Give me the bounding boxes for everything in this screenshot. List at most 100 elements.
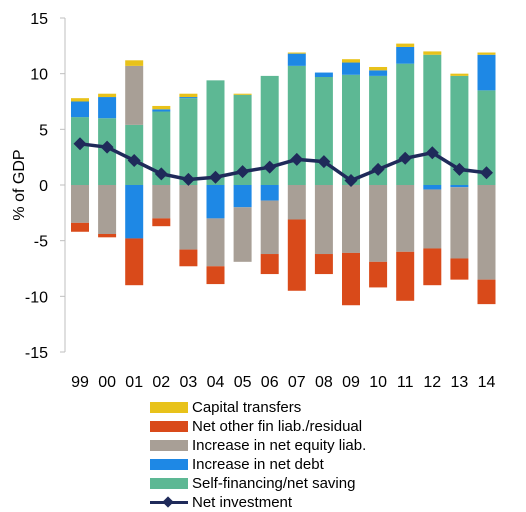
bar-capital-transfers-00 [98, 93, 117, 98]
legend-label: Net other fin liab./residual [192, 418, 363, 435]
bar-self-financing-net-saving-05 [233, 94, 252, 185]
x-tick-label: 11 [397, 374, 414, 391]
x-tick-label: 03 [180, 374, 198, 391]
net-investment-point-10 [371, 162, 385, 176]
bar-increase-in-net-equity-liab-99 [71, 185, 89, 223]
bar-net-other-fin-liab-residual-99 [71, 222, 89, 232]
bar-net-other-fin-liab-residual-13 [450, 258, 469, 280]
legend-swatch [150, 496, 188, 508]
bar-increase-in-net-debt-03 [179, 97, 198, 99]
bar-self-financing-net-saving-10 [369, 75, 388, 185]
net-investment-point-03 [181, 172, 195, 186]
net-investment-point-07 [290, 152, 304, 166]
legend-item: Self-financing/net saving [150, 474, 366, 493]
bar-capital-transfers-01 [125, 60, 144, 66]
bar-increase-in-net-equity-liab-06 [260, 200, 279, 255]
net-investment-point-06 [263, 160, 277, 174]
legend-swatch [150, 478, 188, 489]
x-tick-label: 04 [207, 374, 225, 391]
bar-increase-in-net-debt-08 [314, 72, 333, 78]
x-tick-label: 13 [451, 374, 469, 391]
net-investment-point-99 [73, 137, 87, 151]
legend-item: Net other fin liab./residual [150, 417, 366, 436]
net-investment-point-05 [236, 165, 250, 179]
legend-label: Capital transfers [192, 399, 302, 416]
bar-net-other-fin-liab-residual-00 [98, 233, 117, 238]
bar-net-other-fin-liab-residual-06 [260, 254, 279, 275]
legend-swatch [150, 421, 188, 432]
x-tick-label: 99 [71, 374, 89, 391]
bar-increase-in-net-debt-02 [152, 109, 171, 112]
x-tick-label: 06 [261, 374, 279, 391]
legend-swatch [150, 440, 188, 451]
bar-increase-in-net-equity-liab-08 [314, 185, 333, 255]
bar-net-other-fin-liab-residual-09 [342, 252, 360, 306]
axes-layer [60, 17, 66, 353]
y-tick-label: 0 [39, 178, 48, 195]
y-tick-label: -5 [34, 234, 48, 251]
bar-increase-in-net-equity-liab-07 [287, 185, 306, 220]
net-investment-line [79, 142, 487, 183]
bar-net-other-fin-liab-residual-01 [125, 238, 144, 286]
bar-net-other-fin-liab-residual-02 [152, 218, 171, 227]
net-investment-point-11 [398, 151, 412, 165]
bar-net-other-fin-liab-residual-12 [423, 248, 442, 286]
y-tick-label: 15 [30, 11, 48, 28]
bar-self-financing-net-saving-02 [152, 111, 171, 185]
legend-item: Increase in net debt [150, 455, 366, 474]
bar-net-other-fin-liab-residual-14 [477, 279, 496, 305]
bar-self-financing-net-saving-07 [287, 65, 306, 185]
legend-swatch [150, 459, 188, 470]
legend-item: Increase in net equity liab. [150, 436, 366, 455]
y-axis-title: % of GDP [11, 149, 28, 220]
bar-increase-in-net-debt-00 [98, 97, 117, 119]
bar-increase-in-net-debt-14 [477, 54, 496, 91]
bar-increase-in-net-debt-99 [71, 101, 89, 118]
bars-layer [71, 43, 496, 306]
bar-increase-in-net-debt-13 [450, 185, 469, 188]
x-tick-label: 12 [423, 374, 441, 391]
bar-increase-in-net-debt-04 [206, 185, 225, 219]
x-tick-label: 08 [315, 374, 333, 391]
net-investment-point-08 [317, 155, 331, 169]
bar-self-financing-net-saving-03 [179, 98, 198, 185]
bar-increase-in-net-debt-07 [287, 53, 306, 66]
net-investment-point-13 [452, 162, 466, 176]
bar-capital-transfers-11 [396, 43, 415, 47]
bar-net-other-fin-liab-residual-11 [396, 251, 415, 301]
legend-swatch [150, 402, 188, 413]
legend-label: Increase in net equity liab. [192, 437, 367, 454]
bar-increase-in-net-debt-01 [125, 185, 144, 239]
bar-increase-in-net-debt-09 [342, 62, 360, 75]
net-investment-point-01 [127, 154, 141, 168]
bar-self-financing-net-saving-08 [314, 77, 333, 185]
net-investment-layer [73, 137, 493, 188]
bar-increase-in-net-equity-liab-09 [342, 185, 360, 253]
bar-increase-in-net-equity-liab-03 [179, 185, 198, 250]
legend-label: Increase in net debt [192, 456, 324, 473]
bar-capital-transfers-13 [450, 73, 469, 76]
bar-net-other-fin-liab-residual-04 [206, 266, 225, 285]
bar-increase-in-net-equity-liab-14 [477, 185, 496, 280]
x-tick-label: 07 [288, 374, 306, 391]
x-tick-label: 09 [342, 374, 360, 391]
net-investment-point-04 [209, 170, 222, 184]
bar-capital-transfers-09 [342, 59, 360, 63]
legend-item: Capital transfers [150, 398, 366, 417]
bar-net-other-fin-liab-residual-10 [369, 261, 388, 288]
x-tick-label: 02 [152, 374, 170, 391]
bar-increase-in-net-equity-liab-01 [125, 65, 144, 125]
bar-increase-in-net-debt-12 [423, 185, 442, 190]
bar-increase-in-net-equity-liab-12 [423, 189, 442, 249]
legend-label: Net investment [192, 494, 293, 511]
bar-capital-transfers-03 [179, 93, 198, 98]
y-tick-label: 10 [30, 67, 48, 84]
bar-self-financing-net-saving-99 [71, 117, 89, 185]
bar-self-financing-net-saving-11 [396, 63, 415, 185]
bar-increase-in-net-equity-liab-02 [152, 185, 171, 219]
net-investment-point-12 [425, 146, 439, 160]
x-tick-label: 01 [125, 374, 143, 391]
net-investment-point-14 [480, 166, 493, 180]
